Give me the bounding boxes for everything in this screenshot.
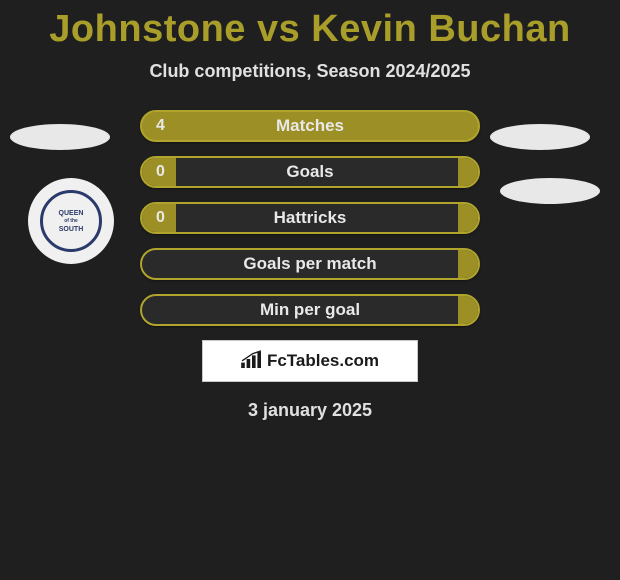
stat-row: 0Goals — [140, 156, 480, 188]
stat-label: Goals per match — [142, 254, 478, 274]
stat-row: 4Matches — [140, 110, 480, 142]
stat-label: Min per goal — [142, 300, 478, 320]
player-marker-right-top — [490, 124, 590, 150]
chart-icon — [241, 350, 263, 373]
page-subtitle: Club competitions, Season 2024/2025 — [0, 61, 620, 82]
club-logo-inner: QUEEN of the SOUTH — [40, 190, 102, 252]
footer-date: 3 january 2025 — [0, 400, 620, 421]
club-logo: QUEEN of the SOUTH — [28, 178, 114, 264]
club-logo-line: SOUTH — [59, 226, 84, 233]
branding-text: FcTables.com — [267, 351, 379, 371]
club-logo-text: QUEEN of the SOUTH — [59, 210, 84, 233]
stats-container: 4Matches 0Goals 0Hattricks Goals per match M… — [140, 110, 480, 326]
branding-box: FcTables.com — [202, 340, 418, 382]
stat-row: 0Hattricks — [140, 202, 480, 234]
stat-label: Matches — [142, 116, 478, 136]
stat-label: Goals — [142, 162, 478, 182]
club-logo-line: QUEEN — [59, 210, 84, 217]
stat-label: Hattricks — [142, 208, 478, 228]
club-logo-line: of the — [59, 219, 84, 224]
player-marker-right-bottom — [500, 178, 600, 204]
player-marker-left — [10, 124, 110, 150]
stat-row: Min per goal — [140, 294, 480, 326]
stat-row: Goals per match — [140, 248, 480, 280]
page-title: Johnstone vs Kevin Buchan — [0, 0, 620, 51]
